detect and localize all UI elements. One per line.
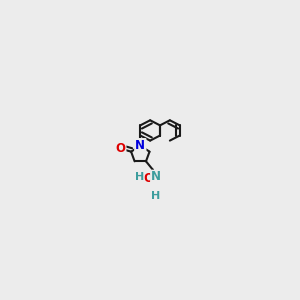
Text: H: H [151, 191, 160, 201]
Text: N: N [135, 139, 145, 152]
Text: O: O [143, 172, 153, 185]
Text: H: H [134, 172, 144, 182]
Text: N: N [151, 170, 161, 183]
Text: O: O [115, 142, 125, 155]
